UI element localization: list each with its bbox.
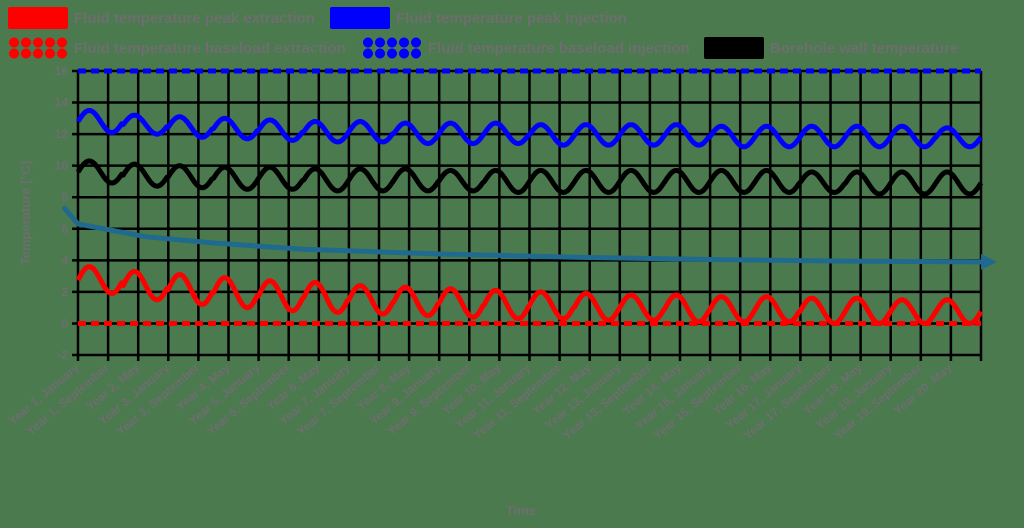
legend-item: Borehole wall temperature bbox=[704, 36, 958, 60]
legend-swatch bbox=[8, 37, 68, 59]
legend-label: Borehole wall temperature bbox=[770, 39, 959, 57]
y-tick-label: 0 bbox=[61, 316, 68, 330]
y-tick-label: 10 bbox=[55, 159, 69, 173]
legend-item: Fluid temperature baseload extraction bbox=[8, 36, 346, 60]
y-axis-title: Temperature [°C] bbox=[18, 161, 33, 266]
legend-item: Fluid temperature peak injection bbox=[330, 6, 627, 30]
legend-label: Fluid temperature peak extraction bbox=[74, 9, 315, 27]
series-fluid-temperature-peak-extraction bbox=[75, 264, 984, 326]
y-tick-label: 14 bbox=[55, 96, 69, 110]
chart-legend: Fluid temperature peak extraction Fluid t… bbox=[0, 0, 1024, 62]
y-tick-label: 4 bbox=[61, 253, 68, 267]
y-tick-label: 8 bbox=[61, 190, 68, 204]
y-tick-label: 2 bbox=[61, 285, 68, 299]
x-axis-title: Time bbox=[506, 503, 536, 518]
grid bbox=[72, 69, 983, 361]
legend-swatch bbox=[362, 37, 422, 59]
legend-label: Fluid temperature peak injection bbox=[396, 9, 627, 27]
legend-swatch bbox=[8, 7, 68, 29]
legend-item: Fluid temperature baseload injection bbox=[362, 36, 690, 60]
y-tick-label: 12 bbox=[55, 127, 69, 141]
y-tick-label: 6 bbox=[61, 222, 68, 236]
legend-item: Fluid temperature peak extraction bbox=[8, 6, 315, 30]
series-borehole-wall-temperature bbox=[75, 158, 984, 197]
y-tick-label: -2 bbox=[57, 348, 68, 362]
legend-swatch bbox=[330, 7, 390, 29]
legend-label: Fluid temperature baseload injection bbox=[428, 39, 690, 57]
y-tick-label: 16 bbox=[55, 64, 69, 78]
series-fluid-temperature-peak-injection bbox=[75, 108, 983, 150]
legend-swatch bbox=[704, 37, 764, 59]
legend-label: Fluid temperature baseload extraction bbox=[74, 39, 346, 57]
trend-arrow bbox=[61, 205, 997, 270]
arrowhead-icon bbox=[981, 253, 997, 270]
